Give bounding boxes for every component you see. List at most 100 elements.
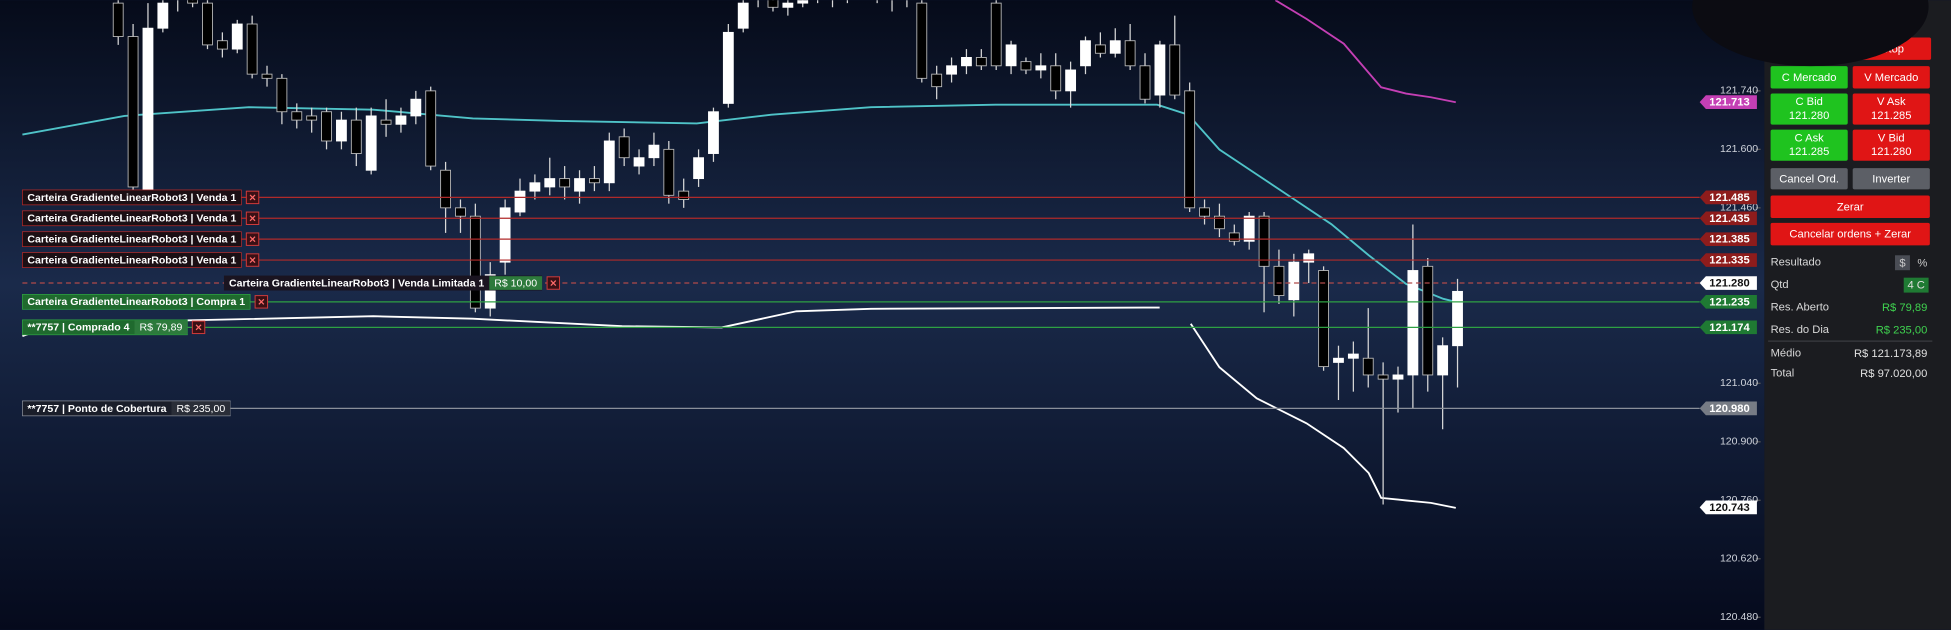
order-label-box [22, 294, 251, 310]
y-tick-label: 120.900 [1720, 436, 1758, 448]
candle-body [1273, 265, 1285, 297]
candle-body [1392, 374, 1404, 380]
moving-average-cyan [22, 103, 1459, 304]
order-label[interactable]: Carteira GradienteLinearRobot3 | Venda 1 [27, 192, 236, 204]
button-label[interactable]: V Mercado [1864, 72, 1918, 84]
candle-body [410, 98, 422, 117]
order-result: R$ 235,00 [176, 403, 225, 415]
candle-body [663, 148, 675, 196]
order-cancel-icon [249, 194, 256, 201]
info-value: R$ 97.020,00 [1860, 368, 1927, 380]
order-label[interactable]: Carteira GradienteLinearRobot3 | Venda 1 [27, 213, 236, 225]
panel-button[interactable] [1852, 66, 1930, 89]
button-price[interactable]: 121.285 [1871, 110, 1911, 122]
order-label[interactable]: Carteira GradienteLinearRobot3 | Compra … [27, 296, 245, 308]
chart-background [0, 0, 1765, 630]
candle-body [603, 140, 615, 184]
candle-body [529, 182, 541, 192]
order-price-tag: 121.385 [1709, 234, 1749, 246]
candle-body [484, 274, 496, 309]
panel-button[interactable] [1852, 168, 1930, 190]
order-price-tag-shape [1699, 294, 1757, 309]
panel-button[interactable] [1770, 222, 1930, 246]
button-price[interactable]: 121.280 [1871, 146, 1911, 158]
y-tick-label: 120.620 [1720, 553, 1758, 565]
panel-button[interactable] [1770, 66, 1848, 89]
qty-badge [1903, 277, 1929, 293]
candle-body [797, 0, 809, 4]
candle-body [1169, 44, 1181, 96]
moving-average-white [1189, 323, 1456, 509]
candle-body [961, 57, 972, 67]
button-label[interactable]: C Bid [1795, 96, 1822, 108]
candle-body [425, 90, 437, 167]
toggle-label[interactable]: $ [1899, 257, 1906, 269]
order-cancel-icon [249, 236, 256, 243]
order-result-box [134, 320, 188, 335]
candle-body [350, 119, 362, 154]
candle-body [440, 169, 452, 209]
y-tick-label: 121.460 [1720, 202, 1758, 214]
candle-body [1243, 215, 1255, 242]
candle-body [1184, 90, 1196, 209]
button-price[interactable]: 121.280 [1789, 110, 1829, 122]
candle-body [514, 190, 526, 213]
indicator-price-tag-shape [1699, 500, 1757, 515]
panel-button[interactable] [1852, 93, 1930, 125]
info-label: Resultado [1771, 257, 1821, 269]
panel-button[interactable] [1770, 195, 1930, 218]
button-label[interactable]: V Ask [1877, 96, 1906, 108]
candle-body [648, 144, 660, 159]
y-tick-label: 120.480 [1720, 611, 1758, 623]
order-result: R$ 79,89 [139, 322, 182, 334]
toggle-button[interactable] [1895, 255, 1910, 271]
order-cancel-icon [195, 324, 202, 331]
candle-body [975, 57, 987, 67]
info-value: 4 C [1907, 280, 1924, 292]
order-label[interactable]: Carteira GradienteLinearRobot3 | Venda 1 [27, 234, 236, 246]
candle-body [216, 40, 228, 50]
candle-body [1228, 232, 1240, 242]
candle-body [306, 115, 318, 121]
order-result-box [171, 401, 231, 416]
button-label[interactable]: C Ask [1795, 132, 1825, 144]
order-price-tag: 121.335 [1709, 255, 1749, 267]
candle-body [142, 27, 154, 200]
candle-body [261, 73, 273, 79]
order-label[interactable]: **7757 | Ponto de Cobertura [27, 403, 166, 415]
panel-button[interactable] [1770, 129, 1848, 161]
order-label[interactable]: **7757 | Comprado 4 [27, 322, 129, 334]
candle-body [1199, 207, 1210, 217]
candle-body [767, 0, 779, 8]
toggle-label[interactable]: % [1917, 257, 1927, 269]
candle-body [1154, 44, 1166, 96]
candle-body [1080, 40, 1091, 67]
order-price-tag: 121.235 [1709, 296, 1749, 308]
button-price[interactable]: 121.285 [1789, 146, 1829, 158]
order-label[interactable]: Carteira GradienteLinearRobot3 | Venda L… [229, 277, 484, 289]
button-label[interactable]: Cancelar ordens + Zerar [1789, 229, 1911, 241]
button-label[interactable]: Cancel Ord. [1779, 173, 1839, 185]
panel-button[interactable] [1770, 93, 1848, 125]
panel-button[interactable] [1770, 168, 1848, 190]
button-label[interactable]: V Bid [1878, 132, 1905, 144]
order-price-tag: 121.174 [1709, 322, 1750, 334]
candle-body [544, 178, 556, 188]
candle-body [1437, 345, 1449, 376]
y-tick-label: 121.740 [1720, 85, 1758, 97]
candle-body [633, 157, 645, 167]
order-label-box [223, 275, 543, 291]
candle-body [365, 115, 377, 171]
candle-body [931, 73, 943, 88]
candle-body [455, 207, 466, 217]
candle-body [1362, 357, 1374, 376]
order-label[interactable]: Carteira GradienteLinearRobot3 | Venda 1 [27, 254, 236, 266]
button-label[interactable]: Inverter [1872, 173, 1910, 185]
button-label[interactable]: Zerar [1837, 201, 1864, 213]
order-cancel-icon [249, 215, 256, 222]
order-cancel-icon [550, 280, 557, 286]
panel-button[interactable] [1852, 129, 1930, 161]
candle-body [1407, 270, 1419, 376]
button-label[interactable]: C Mercado [1782, 72, 1837, 84]
